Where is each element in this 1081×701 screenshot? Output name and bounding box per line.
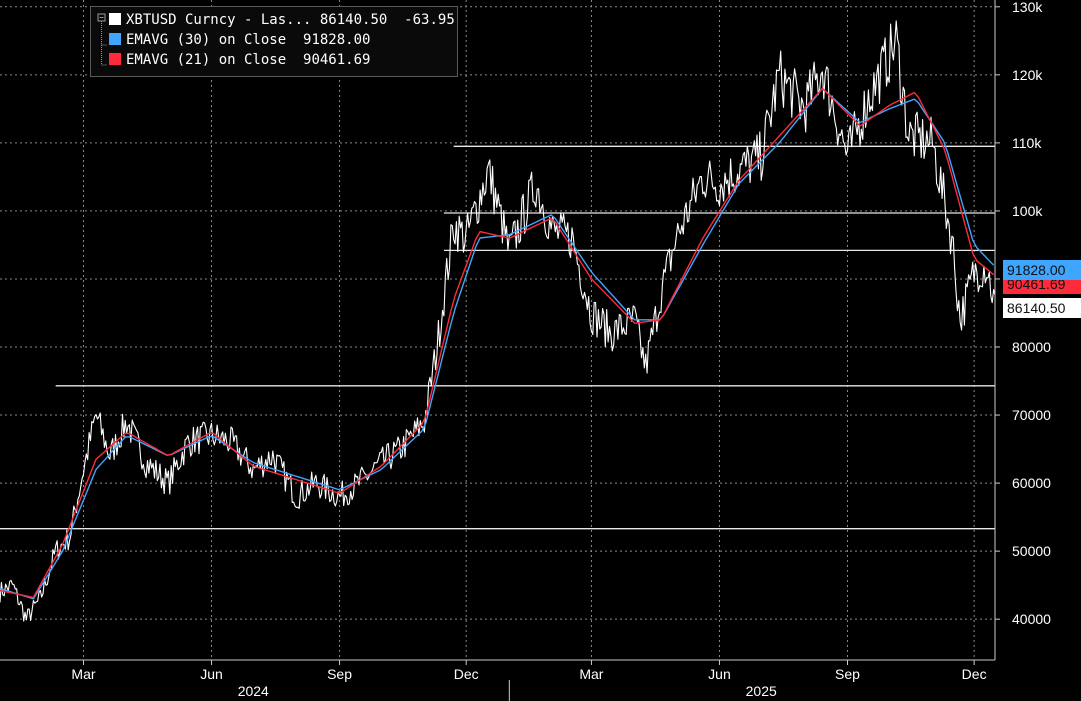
y-tick-label: 70000 bbox=[1012, 407, 1051, 423]
x-tick-label: Dec bbox=[962, 666, 987, 682]
series-line-ema21 bbox=[0, 87, 995, 599]
horizontal-levels bbox=[0, 145, 995, 530]
y-tick-label: 50000 bbox=[1012, 543, 1051, 559]
legend-label-price: XBTUSD Curncy - Las... bbox=[126, 12, 312, 28]
y-tick-label: 40000 bbox=[1012, 611, 1051, 627]
y-tick-label: 110k bbox=[1012, 135, 1042, 151]
series-lines bbox=[0, 20, 996, 622]
legend-item-price: XBTUSD Curncy - Las... 86140.50 -63.95 bbox=[109, 10, 455, 30]
y-tick-label: 120k bbox=[1012, 67, 1043, 83]
chart-axes: 400005000060000700008000090000100k110k12… bbox=[0, 0, 1051, 701]
y-tick-label: 80000 bbox=[1012, 339, 1051, 355]
x-tick-label: Jun bbox=[200, 666, 223, 682]
tag-ema30: 91828.00 bbox=[1003, 260, 1081, 280]
legend-item-ema30: EMAVG (30) on Close 91828.00 bbox=[109, 30, 370, 50]
y-tick-label: 60000 bbox=[1012, 475, 1051, 491]
x-tick-label: Sep bbox=[327, 666, 352, 682]
legend-swatch-price bbox=[109, 13, 121, 25]
legend-swatch-ema21 bbox=[109, 53, 121, 65]
legend-value-price: 86140.50 bbox=[319, 12, 388, 28]
x-tick-label: Mar bbox=[579, 666, 603, 682]
y-tick-label: 130k bbox=[1012, 0, 1043, 15]
series-line-ema30 bbox=[0, 87, 995, 600]
x-tick-label: Jun bbox=[708, 666, 731, 682]
legend-tree-icon bbox=[97, 13, 107, 66]
y-tick-label: 100k bbox=[1012, 203, 1043, 219]
year-label: 2024 bbox=[238, 683, 269, 699]
legend-item-ema21: EMAVG (21) on Close 90461.69 bbox=[109, 50, 370, 70]
legend-label-ema21: EMAVG (21) on Close bbox=[126, 52, 287, 68]
year-label: 2025 bbox=[746, 683, 777, 699]
legend-value-ema30: 91828.00 bbox=[303, 32, 371, 48]
tag-last: 86140.50 bbox=[1003, 298, 1081, 318]
legend-swatch-ema30 bbox=[109, 33, 121, 45]
x-tick-label: Mar bbox=[71, 666, 95, 682]
legend-value-ema21: 90461.69 bbox=[303, 52, 371, 68]
legend-change-price: -63.95 bbox=[404, 12, 455, 28]
series-line-price bbox=[0, 20, 996, 622]
chart-grid bbox=[0, 0, 995, 660]
x-tick-label: Dec bbox=[454, 666, 479, 682]
legend: XBTUSD Curncy - Las... 86140.50 -63.95 E… bbox=[90, 6, 458, 77]
x-tick-label: Sep bbox=[835, 666, 860, 682]
legend-label-ema30: EMAVG (30) on Close bbox=[126, 32, 287, 48]
